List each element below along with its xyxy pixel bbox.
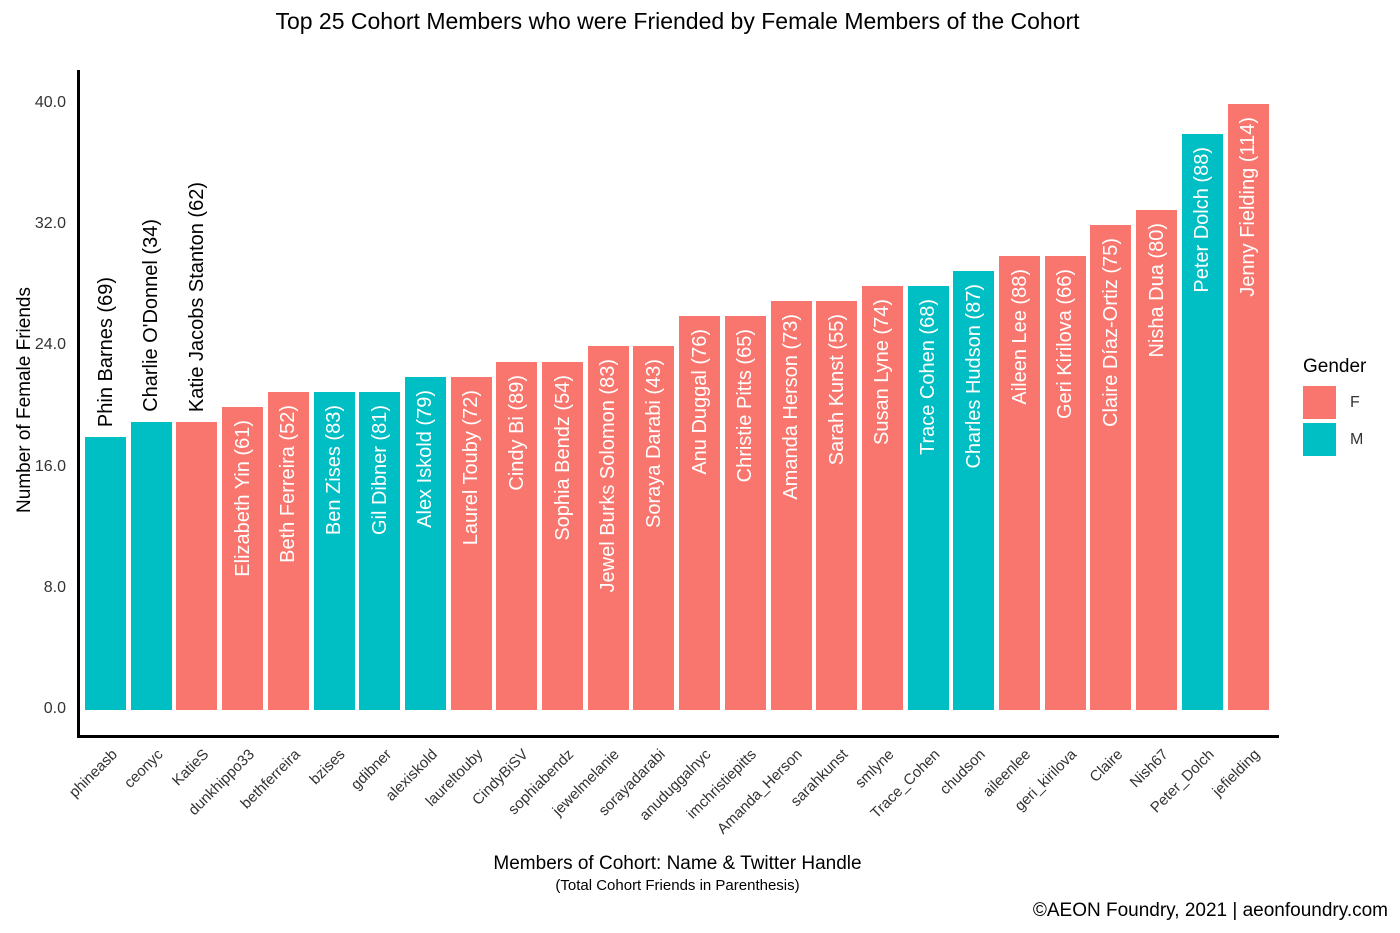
bar-name-label: Claire Díaz-Ortiz (75) <box>1099 238 1122 428</box>
legend-title: Gender <box>1303 356 1367 377</box>
legend-swatch-F <box>1303 386 1336 419</box>
bar-name-label: Beth Ferreira (52) <box>277 404 300 563</box>
x-axis-title: Members of Cohort: Name & Twitter Handle <box>493 853 862 874</box>
bar-name-label: Charlie O'Donnel (34) <box>140 219 163 413</box>
bar-name-label: Jewel Burks Solomon (83) <box>597 359 620 593</box>
legend-item-F: F <box>1303 386 1399 419</box>
bar-Trace_Cohen <box>907 285 949 710</box>
bar-KatieS <box>176 422 218 710</box>
bar-Amanda_Herson <box>770 300 812 710</box>
bar-name-label: Sophia Bendz (54) <box>551 374 574 541</box>
bar-name-label: Phin Barnes (69) <box>94 277 117 428</box>
bar-bethferreira <box>267 391 309 710</box>
y-tick-label: 40.0 <box>34 94 66 111</box>
x-tick-label-Nish67: Nish67 <box>1126 746 1172 792</box>
bar-Nish67 <box>1136 210 1178 710</box>
x-tick-label-KatieS: KatieS <box>168 746 212 790</box>
bar-phineasb <box>85 437 126 710</box>
bar-name-label: Katie Jacobs Stanton (62) <box>185 182 208 413</box>
bar-jewelmelanie <box>587 346 629 710</box>
x-axis-line <box>77 735 1279 738</box>
bar-name-label: Anu Duggal (76) <box>688 329 711 475</box>
bar-sophiabendz <box>542 361 583 710</box>
bar-name-label: Elizabeth Yin (61) <box>231 420 254 577</box>
bar-anuduggalnyc <box>679 316 721 710</box>
bar-sarahkunst <box>816 300 858 710</box>
legend-swatch-M <box>1303 423 1336 456</box>
bar-name-label: Charles Hudson (87) <box>962 283 985 469</box>
x-tick-label-ceonyc: ceonyc <box>120 746 167 792</box>
y-tick-label: 8.0 <box>43 578 66 596</box>
bar-name-label: Christie Pitts (65) <box>734 329 757 483</box>
bar-name-label: Aileen Lee (88) <box>1008 268 1031 405</box>
bar-name-label: Sarah Kunst (55) <box>825 313 848 466</box>
bar-laureltouby <box>450 376 492 710</box>
y-tick-label: 16.0 <box>34 457 66 475</box>
x-tick-label-phineasb: phineasb <box>65 746 121 802</box>
x-tick-label-bzises: bzises <box>306 746 350 789</box>
bar-dunkhippo33 <box>222 407 264 710</box>
y-tick-label: 0.0 <box>43 700 66 717</box>
bar-name-label: Trace Cohen (68) <box>917 298 940 455</box>
bar-name-label: Nisha Dua (80) <box>1145 223 1168 358</box>
bar-name-label: Alex Iskold (79) <box>414 389 437 528</box>
bar-imchristiepitts <box>724 316 766 710</box>
bar-name-label: Cindy Bi (89) <box>505 374 528 491</box>
bar-aileenlee <box>999 255 1040 710</box>
bar-name-label: Jenny Fielding (114) <box>1237 117 1259 297</box>
bar-chudson <box>953 270 995 710</box>
bar-smlyne <box>861 285 903 710</box>
bar-geri_kirilova <box>1044 255 1086 710</box>
footer-credit: ©AEON Foundry, 2021 | aeonfoundry.com <box>1032 900 1388 921</box>
bar-name-label: Gil Dibner (81) <box>368 404 391 535</box>
bar-name-label: Ben Zises (83) <box>323 404 345 535</box>
bar-name-label: Susan Lyne (74) <box>871 298 894 445</box>
bar-name-label: Amanda Herson (73) <box>780 313 802 500</box>
bar-CindyBiSV <box>496 361 538 710</box>
bar-ceonyc <box>130 422 172 710</box>
bar-alexiskold <box>404 376 446 710</box>
y-axis-line <box>77 70 80 738</box>
bar-bzises <box>313 391 355 710</box>
x-tick-label-Claire: Claire <box>1086 746 1126 786</box>
legend-item-M: M <box>1303 423 1399 456</box>
bar-sorayadarabi <box>633 346 675 710</box>
chart-title: Top 25 Cohort Members who were Friended … <box>275 8 1080 34</box>
bar-name-label: Laurel Touby (72) <box>460 389 483 545</box>
bar-jefielding <box>1227 104 1269 710</box>
legend-label: F <box>1350 393 1360 411</box>
bar-name-label: Geri Kirilova (66) <box>1054 268 1077 419</box>
x-tick-label-jefielding: jefielding <box>1209 746 1264 800</box>
bar-name-label: Soraya Darabi (43) <box>642 359 665 529</box>
y-tick-label: 32.0 <box>34 215 66 233</box>
x-axis-subtitle: (Total Cohort Friends in Parenthesis) <box>555 877 800 894</box>
bar-name-label: Peter Dolch (88) <box>1191 147 1214 293</box>
y-axis-title: Number of Female Friends <box>14 287 35 513</box>
x-tick-label-smlyne: smlyne <box>851 746 898 792</box>
bar-Claire <box>1090 225 1132 710</box>
bar-gdibner <box>359 391 401 710</box>
bar-Peter_Dolch <box>1181 134 1223 710</box>
y-tick-label: 24.0 <box>34 336 66 354</box>
legend-label: M <box>1350 430 1364 448</box>
